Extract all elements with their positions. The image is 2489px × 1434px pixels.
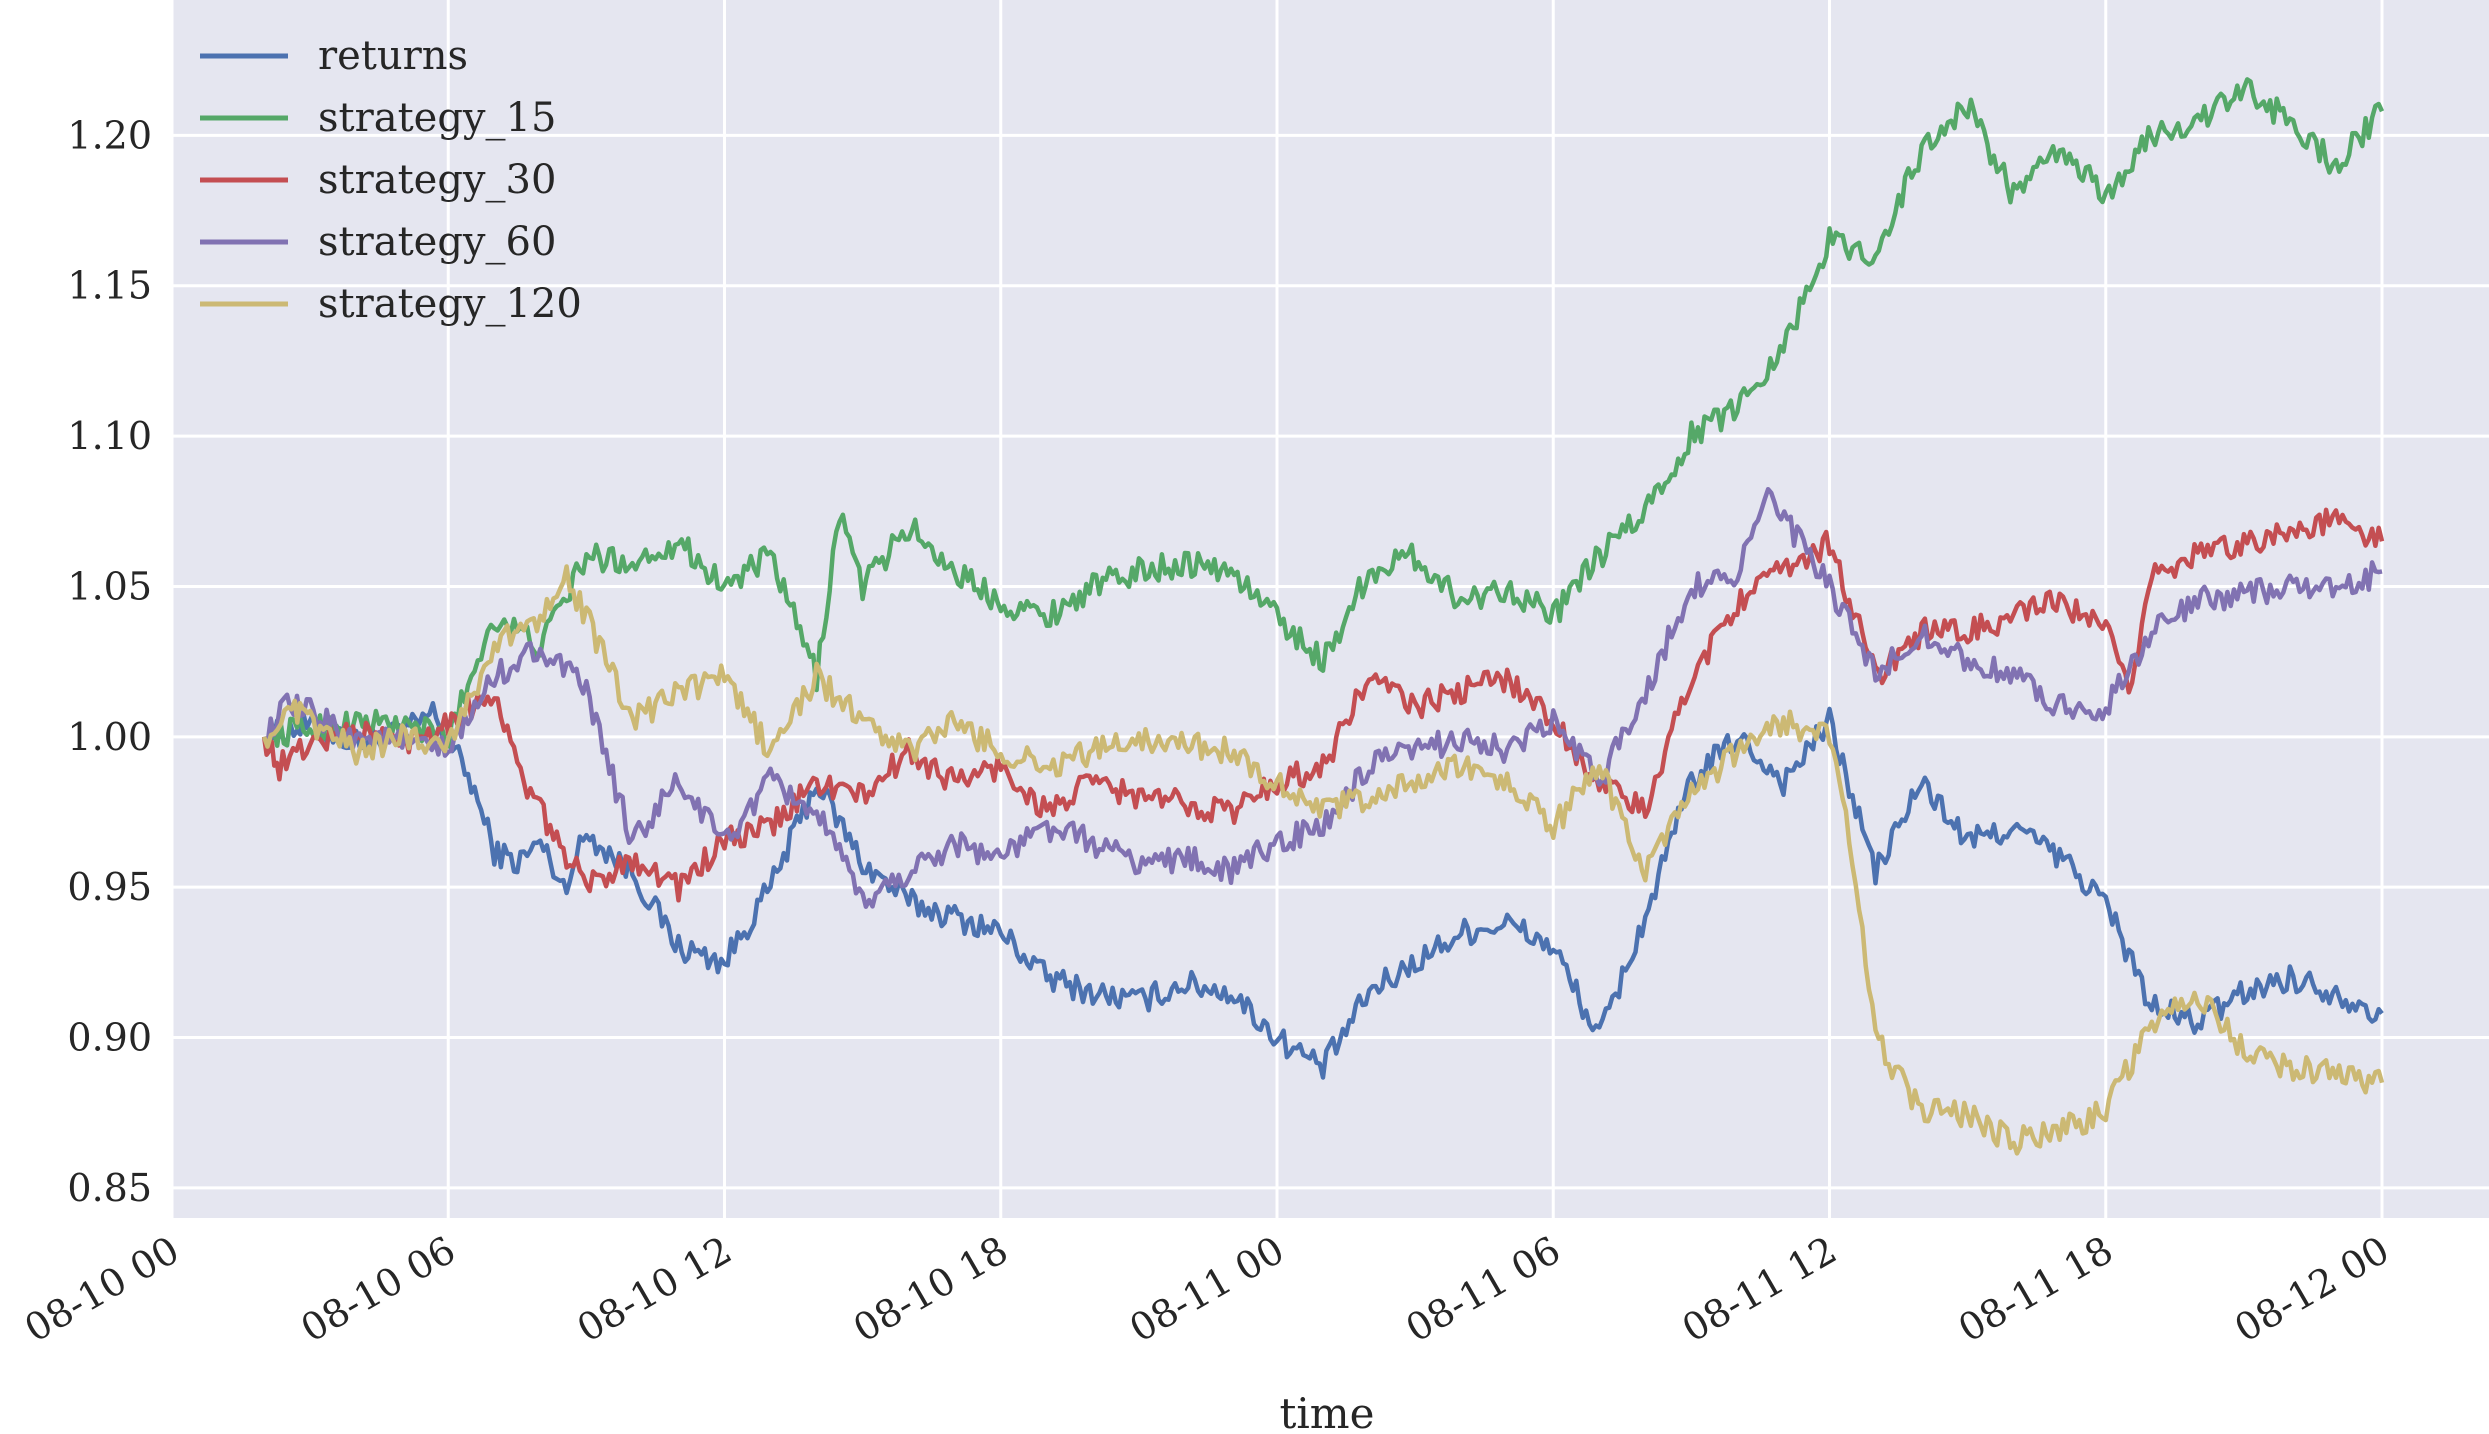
y-tick-label: 1.00 (67, 715, 152, 759)
x-tick-label: 08-11 12 (1675, 1228, 1844, 1351)
x-axis-ticks: 08-10 00 08-10 06 08-10 12 08-10 18 08-11 00… (17, 1228, 2396, 1351)
x-tick-label: 08-10 06 (294, 1228, 463, 1351)
y-tick-label: 0.95 (67, 865, 152, 909)
legend-label: returns (318, 33, 468, 79)
series-lines (261, 77, 2385, 1156)
legend-label: strategy_15 (318, 95, 556, 141)
series-line-strategy-15 (261, 77, 2385, 752)
x-axis-label: time (1280, 1389, 1375, 1434)
y-tick-label: 0.85 (67, 1166, 152, 1210)
y-tick-label: 0.90 (67, 1016, 152, 1060)
legend-label: strategy_60 (318, 219, 556, 265)
y-tick-label: 1.15 (67, 264, 152, 308)
series-line-strategy-120 (261, 564, 2385, 1156)
legend-label: strategy_120 (318, 281, 582, 327)
legend: returns strategy_15 strategy_30 strategy_60… (200, 33, 582, 327)
series-line-strategy-30 (261, 507, 2385, 903)
y-tick-label: 1.10 (67, 414, 152, 458)
x-tick-label: 08-12 00 (2227, 1228, 2396, 1351)
x-tick-label: 08-10 18 (846, 1228, 1015, 1351)
x-tick-label: 08-10 00 (17, 1228, 186, 1351)
x-tick-label: 08-11 06 (1399, 1228, 1568, 1351)
y-axis-ticks: 0.85 0.90 0.95 1.00 1.05 1.10 1.15 1.20 (67, 113, 152, 1210)
series-line-strategy-60 (262, 486, 2383, 909)
legend-label: strategy_30 (318, 157, 556, 203)
y-tick-label: 1.05 (67, 564, 152, 608)
x-tick-label: 08-11 18 (1951, 1228, 2120, 1351)
y-tick-label: 1.20 (67, 113, 152, 157)
x-tick-label: 08-10 12 (570, 1228, 739, 1351)
x-tick-label: 08-11 00 (1122, 1228, 1291, 1351)
grid (170, 0, 2489, 1218)
